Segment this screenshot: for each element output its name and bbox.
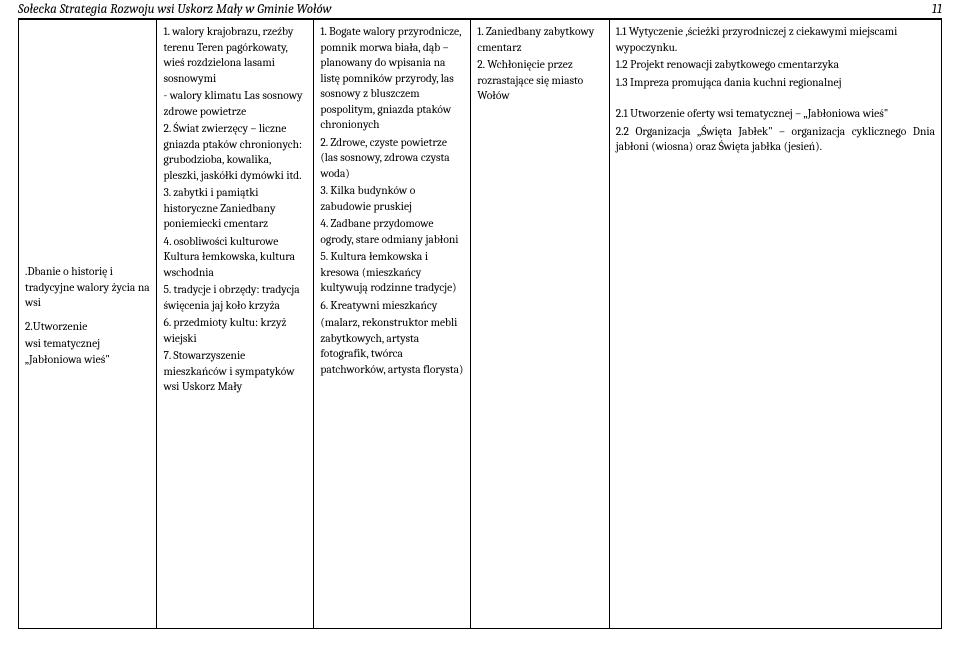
c2-item-6: 6. przedmioty kultu: krzyż wiejski	[163, 315, 307, 346]
c1-creation: 2.Utworzenie	[25, 319, 150, 335]
content-table: .Dbanie o historię i tradycyjne walory ż…	[18, 19, 942, 629]
c1-care-history: .Dbanie o historię i tradycyjne walory ż…	[25, 264, 150, 311]
c3-item-4: 4. Zadbane przydomowe ogrody, stare odmi…	[320, 216, 464, 247]
c3-item-1: 1. Bogate walory przyrodnicze, pomnik mo…	[320, 24, 464, 133]
c5-item-2-2: 2.2 Organizacja „Święta Jabłek" – organi…	[616, 124, 935, 155]
c3-item-6: 6. Kreatywni mieszkańcy	[320, 298, 464, 314]
header-page-number: 11	[932, 2, 942, 17]
c5-item-1-3: 1.3 Impreza promująca dania kuchni regio…	[616, 75, 935, 91]
spacer	[25, 24, 150, 264]
c5-item-2-1: 2.1 Utworzenie oferty wsi tematycznej – …	[616, 106, 935, 122]
c3-item-3: 3. Kilka budynków o zabudowie pruskiej	[320, 183, 464, 214]
cell-col4: 1. Zaniedbany zabytkowy cmentarz 2. Wchł…	[471, 20, 609, 629]
cell-col1: .Dbanie o historię i tradycyjne walory ż…	[19, 20, 157, 629]
c4-item-1: 1. Zaniedbany zabytkowy cmentarz	[477, 24, 602, 55]
c3-item-5: 5. Kultura łemkowska i kresowa (mieszkań…	[320, 249, 464, 296]
c3-item-6b: (malarz, rekonstruktor mebli zabytkowych…	[320, 315, 464, 377]
c5-item-1-2: 1.2 Projekt renowacji zabytkowego cmenta…	[616, 57, 935, 73]
c2-item-3: 3. zabytki i pamiątki historyczne Zanied…	[163, 185, 307, 232]
cell-col2: 1. walory krajobrazu, rzeźby terenu Tere…	[157, 20, 314, 629]
c2-item-1: 1. walory krajobrazu, rzeźby terenu Tere…	[163, 24, 307, 86]
page-header: Sołecka Strategia Rozwoju wsi Uskorz Mał…	[0, 0, 960, 17]
c2-item-4: 4. osobliwości kulturowe Kultura łemkows…	[163, 234, 307, 281]
c4-item-2: 2. Wchłonięcie przez rozrastające się mi…	[477, 57, 602, 104]
c2-item-2: 2. Świat zwierzęcy – liczne gniazda ptak…	[163, 121, 307, 183]
c1-thematic-village: wsi tematycznej „Jabłoniowa wieś"	[25, 336, 150, 367]
table-row: .Dbanie o historię i tradycyjne walory ż…	[19, 20, 942, 629]
c2-item-5: 5. tradycje i obrzędy: tradycja święceni…	[163, 282, 307, 313]
cell-col5: 1.1 Wytyczenie ,ścieżki przyrodniczej z …	[609, 20, 941, 629]
c2-item-7: 7. Stowarzyszenie mieszkańców i sympatyk…	[163, 348, 307, 395]
c5-item-1-1: 1.1 Wytyczenie ,ścieżki przyrodniczej z …	[616, 24, 935, 55]
header-title: Sołecka Strategia Rozwoju wsi Uskorz Mał…	[18, 2, 332, 17]
cell-col3: 1. Bogate walory przyrodnicze, pomnik mo…	[314, 20, 471, 629]
c2-item-1b: - walory klimatu Las sosnowy zdrowe powi…	[163, 88, 307, 119]
c3-item-2: 2. Zdrowe, czyste powietrze (las sosnowy…	[320, 135, 464, 182]
c5-gap	[616, 92, 935, 104]
